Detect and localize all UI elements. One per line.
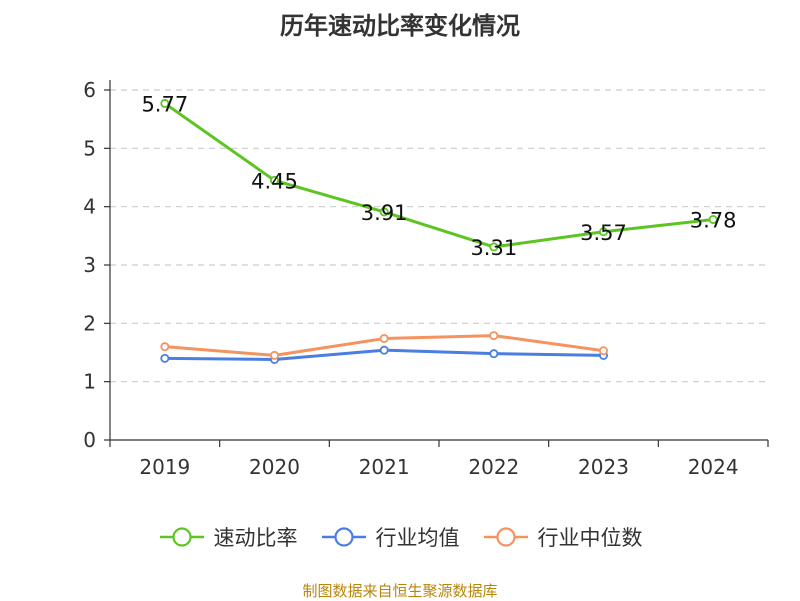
data-point xyxy=(489,331,499,341)
x-tick-label: 2020 xyxy=(249,455,300,479)
data-point xyxy=(269,175,279,185)
legend-marker xyxy=(171,527,192,547)
x-tick-label: 2022 xyxy=(468,455,519,479)
legend-label: 速动比率 xyxy=(213,526,298,550)
data-point xyxy=(379,207,389,217)
data-point xyxy=(379,345,389,355)
chart-title: 历年速动比率变化情况 xyxy=(280,12,520,40)
y-tick-label: 4 xyxy=(83,195,96,219)
y-tick-label: 2 xyxy=(83,311,96,335)
legend-line-circle-icon xyxy=(159,527,204,547)
data-label: 3.78 xyxy=(690,209,737,233)
data-point xyxy=(489,242,499,252)
data-point xyxy=(708,214,718,224)
series xyxy=(160,98,718,364)
legend-item[interactable]: 行业均值 xyxy=(320,522,460,552)
data-point xyxy=(599,346,609,356)
x-tick-label: 2019 xyxy=(139,455,190,479)
y-tick-label: 5 xyxy=(83,136,96,160)
legend-item[interactable]: 行业中位数 xyxy=(482,522,643,552)
x-tick-label: 2021 xyxy=(359,455,410,479)
y-tick-label: 1 xyxy=(83,370,96,394)
legend-line-circle-icon xyxy=(321,527,366,547)
y-tick-label: 0 xyxy=(83,428,96,452)
y-tick-label: 3 xyxy=(83,253,96,277)
legend: 速动比率 行业均值 行业中位数 xyxy=(0,519,800,555)
legend-label: 行业中位数 xyxy=(537,526,643,550)
legend-marker xyxy=(333,527,354,547)
legend-label: 行业均值 xyxy=(375,526,460,550)
data-point xyxy=(160,353,170,363)
legend-item[interactable]: 速动比率 xyxy=(158,522,298,552)
data-label: 5.77 xyxy=(141,92,188,116)
series-line xyxy=(163,102,714,249)
y-tick-label: 6 xyxy=(83,78,96,102)
data-point xyxy=(379,333,389,343)
x-tick-label: 2024 xyxy=(688,455,739,479)
axes: 0 1 2 3 4 5 6 2019 2020 2021 2022 2023 2024 xyxy=(83,78,769,479)
legend-marker xyxy=(495,527,516,547)
data-labels: 5.77 4.45 3.91 3.31 3.57 3.78 xyxy=(141,92,736,260)
source-note: 制图数据来自恒生聚源数据库 xyxy=(302,582,498,600)
data-label: 3.91 xyxy=(361,201,408,225)
data-label: 3.57 xyxy=(580,221,627,245)
data-point xyxy=(269,350,279,360)
data-point xyxy=(599,227,609,237)
data-label: 3.31 xyxy=(470,236,517,260)
data-point xyxy=(160,98,170,108)
data-point xyxy=(489,349,499,359)
x-tick-label: 2023 xyxy=(578,455,629,479)
data-label: 4.45 xyxy=(251,169,298,193)
data-point xyxy=(160,342,170,352)
legend-line-circle-icon xyxy=(483,527,528,547)
